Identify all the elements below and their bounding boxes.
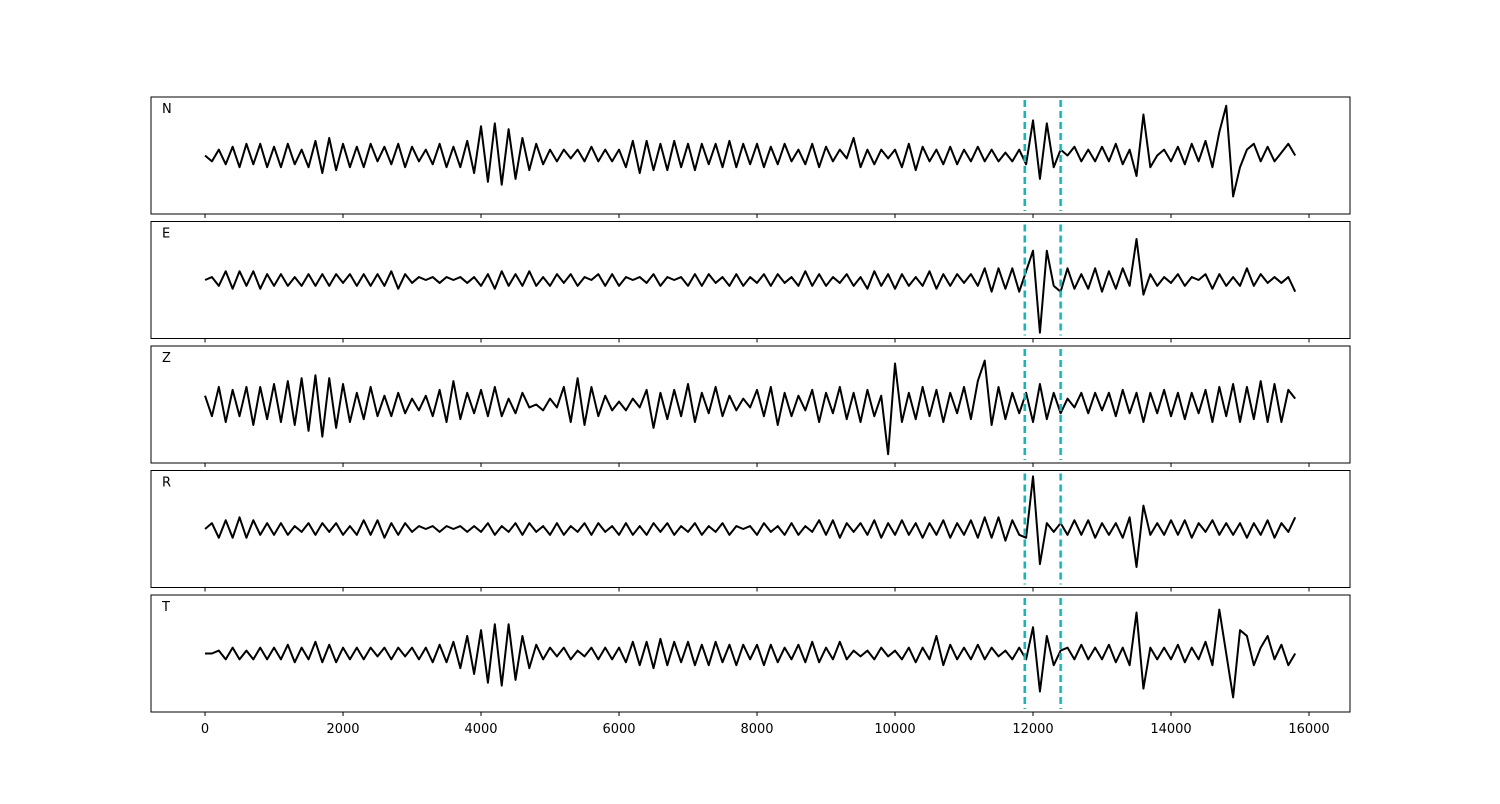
x-tick-label: 6000	[602, 722, 635, 737]
panel-frame	[150, 96, 1351, 215]
waveform	[205, 608, 1297, 699]
panel-label: N	[162, 102, 172, 117]
panel-frame	[150, 345, 1351, 464]
panel-frame	[150, 221, 1351, 339]
x-tick-label: 16000	[1288, 722, 1329, 737]
panel-frame	[150, 470, 1351, 588]
panel-label: T	[161, 600, 170, 615]
waveform	[204, 104, 1297, 198]
waveform	[204, 359, 1296, 456]
panel-label: R	[162, 476, 171, 491]
x-tick-label: 14000	[1150, 722, 1191, 737]
panel-label: E	[162, 227, 170, 242]
x-tick-label: 8000	[740, 722, 773, 737]
waveform	[204, 238, 1297, 334]
x-tick-label: 12000	[1012, 722, 1053, 737]
panel-label: Z	[162, 351, 171, 366]
x-tick-label: 10000	[874, 722, 915, 737]
waveform	[204, 475, 1297, 569]
panel-frame	[150, 594, 1351, 713]
x-tick-label: 0	[201, 722, 209, 737]
x-tick-label: 2000	[326, 722, 359, 737]
x-tick-label: 4000	[464, 722, 497, 737]
